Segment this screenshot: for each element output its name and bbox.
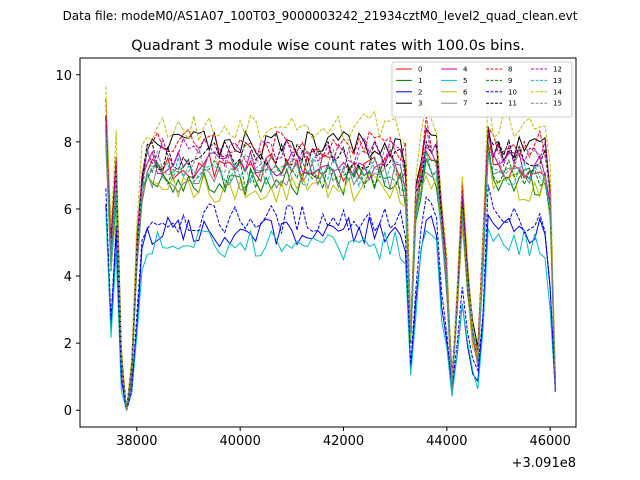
series-line-9 [105, 123, 556, 411]
data-file-label: Data file: modeM0/AS1A07_100T03_90000032… [63, 9, 578, 23]
y-tick-label: 0 [64, 404, 72, 419]
axes-frame [79, 57, 577, 428]
series-line-5 [105, 209, 556, 413]
x-tick-label: 40000 [219, 434, 260, 449]
series-line-8 [105, 99, 556, 411]
legend-label-1: 1 [418, 77, 422, 85]
legend-label-2: 2 [418, 88, 422, 96]
plot-lines [105, 86, 556, 413]
legend-label-15: 15 [553, 100, 562, 108]
x-offset-label: +3.091e8 [512, 456, 576, 471]
x-tick-label: 38000 [116, 434, 157, 449]
legend-label-3: 3 [418, 100, 422, 108]
series-line-4 [105, 131, 556, 411]
x-tick-label: 42000 [323, 434, 364, 449]
y-tick-label: 8 [64, 136, 72, 151]
series-line-14 [105, 86, 556, 411]
chart-title: Quadrant 3 module wise count rates with … [131, 38, 525, 54]
legend-label-13: 13 [553, 77, 562, 85]
y-tick-label: 4 [64, 270, 72, 285]
legend-label-12: 12 [553, 66, 562, 74]
y-tick-label: 2 [64, 337, 72, 352]
legend-label-0: 0 [418, 66, 422, 74]
series-line-2 [105, 204, 556, 411]
series-line-13 [105, 131, 556, 411]
legend-label-6: 6 [463, 88, 468, 96]
legend-label-14: 14 [553, 88, 562, 96]
series-line-10 [105, 184, 556, 411]
legend-label-9: 9 [508, 77, 512, 85]
legend-label-7: 7 [463, 100, 467, 108]
series-line-15 [105, 133, 556, 411]
x-tick-label: 44000 [426, 434, 467, 449]
legend-label-8: 8 [508, 66, 512, 74]
legend-label-10: 10 [508, 88, 517, 96]
y-tick-label: 10 [55, 69, 72, 84]
legend-label-4: 4 [463, 66, 468, 74]
legend-label-5: 5 [463, 77, 467, 85]
x-tick-label: 46000 [529, 434, 570, 449]
legend-box [391, 61, 573, 118]
x-axis: 38000 40000 42000 44000 46000 [116, 427, 571, 449]
y-tick-label: 6 [64, 203, 72, 218]
legend-label-11: 11 [508, 100, 517, 108]
y-axis: 0 2 4 6 8 10 [55, 69, 80, 419]
